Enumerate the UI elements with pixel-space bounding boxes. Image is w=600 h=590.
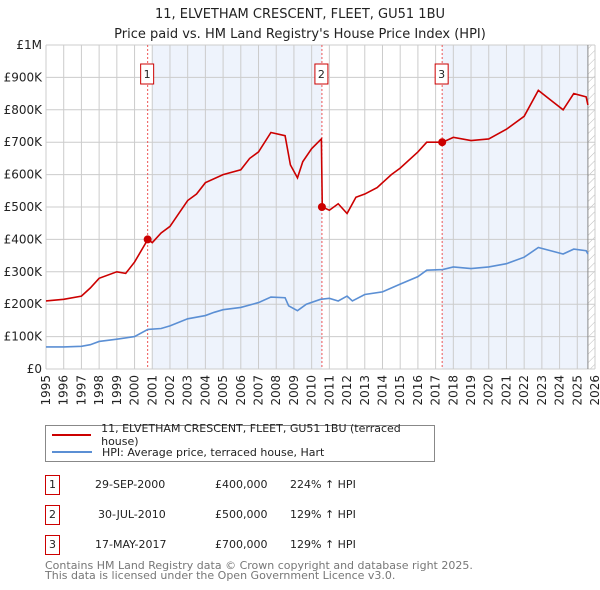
red-line-swatch	[52, 434, 92, 436]
x-tick-label: 2000	[128, 375, 142, 406]
x-tick-label: 2018	[446, 375, 460, 406]
legend-label: 11, ELVETHAM CRESCENT, FLEET, GU51 1BU (…	[101, 422, 401, 448]
price-chart: 1995 1996 1997 1998 1999 2000 2001 2002 2003 2004…	[4, 38, 600, 406]
sale-point	[317, 203, 326, 211]
y-tick-label: £600K	[4, 168, 44, 182]
y-tick-label: £100K	[4, 330, 44, 344]
sale-number-box	[434, 63, 449, 85]
x-tick-label: 2014	[375, 375, 389, 406]
x-tick-label: 2024	[553, 375, 567, 406]
x-tick-label: 2021	[499, 375, 513, 406]
sale-number: 3	[438, 68, 445, 81]
sale-number-box	[314, 63, 329, 85]
y-tick-label: £500K	[4, 200, 44, 214]
sale-point	[438, 138, 447, 147]
x-tick-label: 2011	[322, 375, 336, 406]
table-row: 1 29-SEP-2000 £400,000 224% ↑ HPI	[45, 475, 465, 495]
x-tick-label: 2007	[252, 375, 266, 406]
x-tick-label: 1995	[39, 375, 53, 406]
sale-price: £500,000	[215, 508, 268, 521]
x-tick-label: 1998	[92, 375, 106, 406]
sale-hpi: 129% ↑ HPI	[290, 538, 356, 551]
sale-number: 2	[318, 68, 325, 81]
x-tick-label: 2004	[198, 375, 212, 406]
x-tick-label: 2017	[429, 375, 443, 406]
x-tick-label: 2025	[570, 375, 584, 406]
y-tick-label: £800K	[4, 103, 44, 117]
x-tick-label: 2008	[269, 375, 283, 406]
legend-item-hpi: HPI: Average price, terraced house, Hart	[46, 444, 324, 460]
x-tick-label: 2006	[234, 375, 248, 406]
sale-date: 30-JUL-2010	[98, 508, 166, 521]
sale-price: £400,000	[215, 478, 268, 491]
sale-number: 1	[144, 68, 151, 81]
x-tick-label: 2003	[181, 375, 195, 406]
sale-hpi: 224% ↑ HPI	[290, 478, 356, 491]
footer: Contains HM Land Registry data © Crown c…	[45, 559, 473, 582]
x-tick-label: 1997	[74, 375, 88, 406]
y-tick-label: £200K	[4, 297, 44, 311]
y-tick-label: £900K	[4, 70, 44, 84]
x-tick-label: 2026	[588, 375, 600, 406]
sale-badge: 3	[45, 535, 60, 555]
x-tick-label: 2023	[535, 375, 549, 406]
licence-text: This data is licensed under the Open Gov…	[45, 569, 396, 582]
legend-label: HPI: Average price, terraced house, Hart	[102, 445, 325, 459]
sale-point	[143, 235, 152, 244]
sale-date: 29-SEP-2000	[95, 478, 166, 491]
x-tick-label: 2005	[216, 375, 230, 406]
title-line: 11, ELVETHAM CRESCENT, FLEET, GU51 1BU	[154, 7, 446, 22]
legend-item-property: 11, ELVETHAM CRESCENT, FLEET, GU51 1BU (…	[46, 422, 434, 448]
x-tick-label: 2013	[358, 375, 372, 406]
table-row: 3 17-MAY-2017 £700,000 129% ↑ HPI	[45, 535, 465, 555]
y-tick-label: £700K	[4, 135, 44, 149]
y-tick-label: £400K	[4, 232, 44, 246]
x-tick-label: 2010	[305, 375, 319, 406]
legend: 11, ELVETHAM CRESCENT, FLEET, GU51 1BU (…	[45, 422, 435, 462]
sale-badge: 1	[45, 475, 60, 495]
sale-hpi: 129% ↑ HPI	[290, 508, 356, 521]
copyright-text: Contains HM Land Registry data © Crown c…	[45, 559, 473, 572]
x-tick-label: 2020	[482, 375, 496, 406]
series-line	[46, 246, 589, 348]
blue-line-swatch	[52, 451, 92, 453]
x-tick-label: 2009	[287, 375, 301, 406]
x-tick-label: 1999	[110, 375, 124, 406]
chart-title: 11, ELVETHAM CRESCENT, FLEET, GU51 1BU P…	[0, 5, 600, 45]
x-tick-label: 2016	[411, 375, 425, 406]
y-tick-label: £1M	[16, 38, 42, 52]
x-tick-label: 2012	[340, 375, 354, 406]
table-row: 2 30-JUL-2010 £500,000 129% ↑ HPI	[45, 505, 465, 525]
sale-price: £700,000	[215, 538, 268, 551]
sale-badge: 2	[45, 505, 60, 525]
y-tick-label: £300K	[4, 265, 44, 279]
x-tick-label: 2019	[464, 375, 478, 406]
y-tick-label: £0	[27, 362, 42, 376]
x-tick-label: 2015	[393, 375, 407, 406]
x-tick-label: 1996	[57, 375, 71, 406]
sale-number-box	[140, 63, 155, 85]
subtitle-line: Price paid vs. HM Land Registry's House …	[114, 27, 486, 42]
x-tick-label: 2002	[163, 375, 177, 406]
x-tick-label: 2001	[145, 375, 159, 406]
sale-date: 17-MAY-2017	[95, 538, 167, 551]
x-tick-label: 2022	[517, 375, 531, 406]
